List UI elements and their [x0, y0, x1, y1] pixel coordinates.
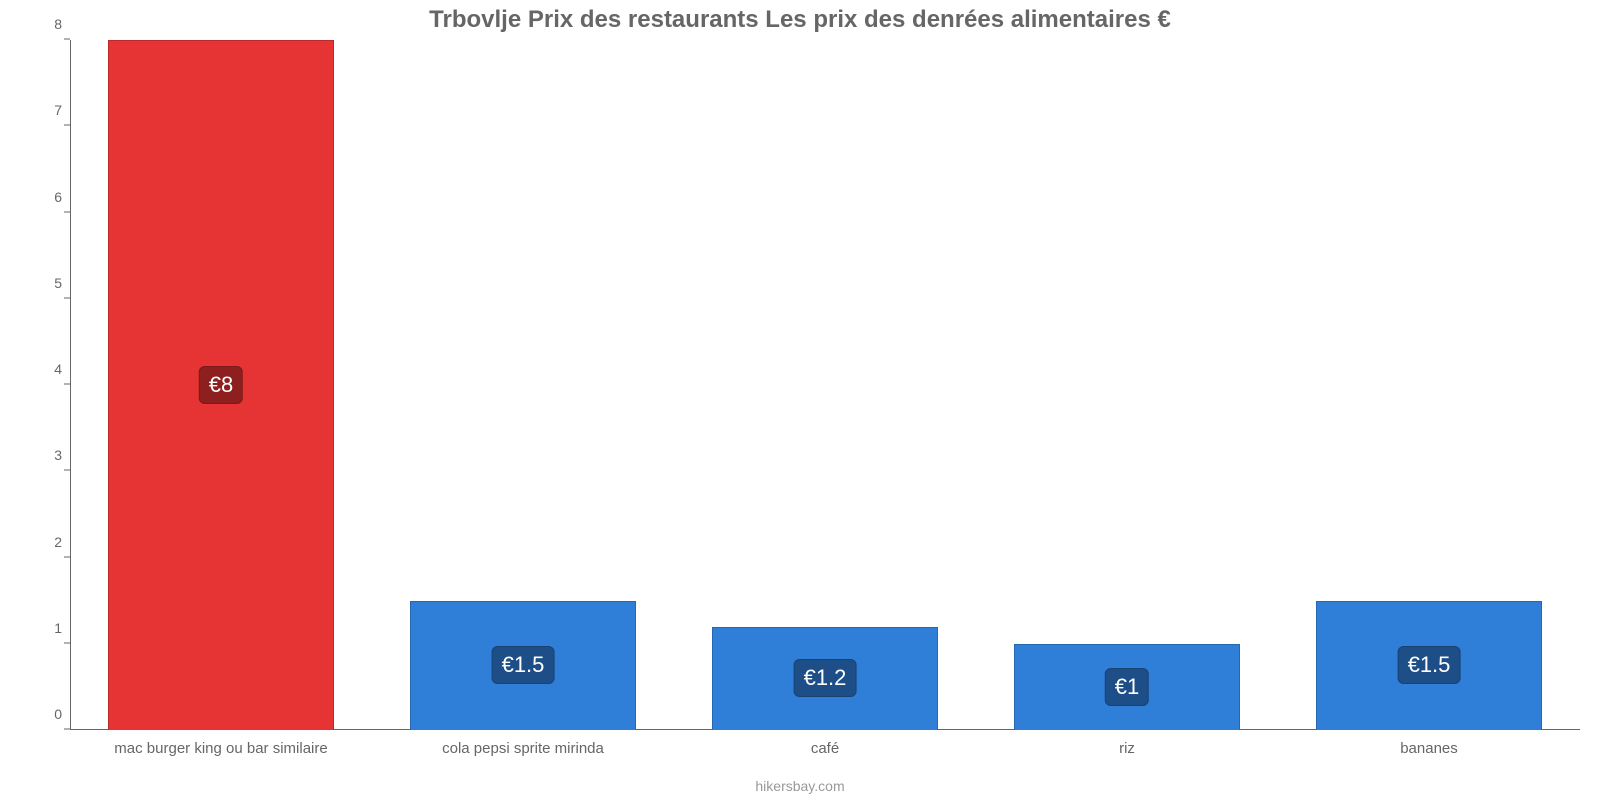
bar-slot: €1.5bananes — [1278, 40, 1580, 730]
x-axis-label: cola pepsi sprite mirinda — [442, 740, 604, 757]
x-axis-label: bananes — [1400, 740, 1458, 757]
x-axis-label: riz — [1119, 740, 1135, 757]
bar-value-badge: €1 — [1105, 668, 1149, 706]
y-tick-label: 2 — [40, 534, 62, 550]
bar-slot: €1riz — [976, 40, 1278, 730]
bars-region: €8mac burger king ou bar similaire€1.5co… — [70, 40, 1580, 730]
y-tick-label: 7 — [40, 102, 62, 118]
y-tick-label: 1 — [40, 620, 62, 636]
x-axis-label: mac burger king ou bar similaire — [114, 740, 327, 757]
bar-slot: €1.2café — [674, 40, 976, 730]
bar-slot: €1.5cola pepsi sprite mirinda — [372, 40, 674, 730]
y-tick-label: 0 — [40, 706, 62, 722]
y-tick-label: 5 — [40, 275, 62, 291]
bar-slot: €8mac burger king ou bar similaire — [70, 40, 372, 730]
bar-value-badge: €1.5 — [1398, 646, 1461, 684]
bar-value-badge: €1.5 — [492, 646, 555, 684]
y-tick-label: 4 — [40, 361, 62, 377]
y-tick-label: 6 — [40, 189, 62, 205]
footer-credit: hikersbay.com — [0, 778, 1600, 794]
y-tick-label: 3 — [40, 447, 62, 463]
y-tick-label: 8 — [40, 16, 62, 32]
bar-value-badge: €1.2 — [794, 659, 857, 697]
bar-value-badge: €8 — [199, 366, 243, 404]
plot-area: 012345678 €8mac burger king ou bar simil… — [40, 40, 1580, 730]
chart-container: Trbovlje Prix des restaurants Les prix d… — [0, 0, 1600, 800]
chart-title: Trbovlje Prix des restaurants Les prix d… — [0, 6, 1600, 34]
y-axis: 012345678 — [40, 40, 70, 730]
x-axis-label: café — [811, 740, 839, 757]
